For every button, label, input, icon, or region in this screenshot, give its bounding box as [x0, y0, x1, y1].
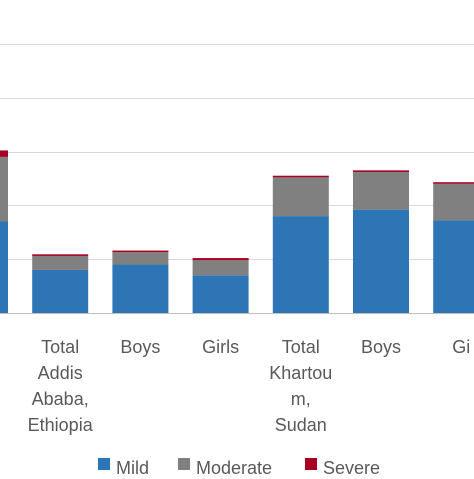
bar-mild-5: [353, 209, 409, 313]
bar-severe-5: [353, 170, 409, 172]
legend-label-mild: Mild: [116, 458, 149, 474]
legend: Mild Moderate Severe: [98, 458, 380, 478]
bar-severe-3: [192, 258, 249, 261]
x-tick-label: Boys: [361, 337, 401, 357]
x-tick-labels: sTotalAddisAbaba,EthiopiaBoysGirlsTotalK…: [28, 337, 471, 435]
legend-swatch-moderate: [178, 458, 190, 470]
x-tick-label: Total Addis Ababa, Ethiopia: [28, 337, 94, 435]
bar-mild-2: [112, 264, 169, 313]
bar-mild-1: [32, 269, 89, 313]
bars: [0, 150, 474, 313]
x-tick-label: Gi: [452, 337, 470, 357]
x-tick-label: Girls: [202, 337, 239, 357]
bar-severe-6: [433, 182, 474, 184]
bar-mild-3: [192, 275, 249, 313]
bar-moderate-2: [112, 252, 169, 265]
bar-mild-0: [0, 221, 8, 313]
bar-moderate-5: [353, 171, 409, 210]
bar-mild-4: [272, 216, 329, 313]
x-tick-label: Boys: [120, 337, 160, 357]
bar-severe-0: [0, 150, 8, 157]
bar-moderate-6: [433, 183, 474, 221]
legend-swatch-severe: [305, 458, 317, 470]
x-tick-label: Total Khartou m, Sudan: [269, 337, 332, 435]
bar-mild-6: [433, 220, 474, 313]
bar-severe-1: [32, 254, 89, 256]
bar-moderate-4: [272, 177, 329, 217]
bar-severe-4: [272, 175, 329, 178]
bar-moderate-3: [192, 260, 249, 276]
legend-swatch-mild: [98, 458, 110, 470]
legend-label-moderate: Moderate: [196, 458, 272, 474]
bar-moderate-0: [0, 156, 8, 222]
bar-moderate-1: [32, 255, 89, 270]
bar-severe-2: [112, 250, 169, 253]
legend-label-severe: Severe: [323, 458, 380, 474]
